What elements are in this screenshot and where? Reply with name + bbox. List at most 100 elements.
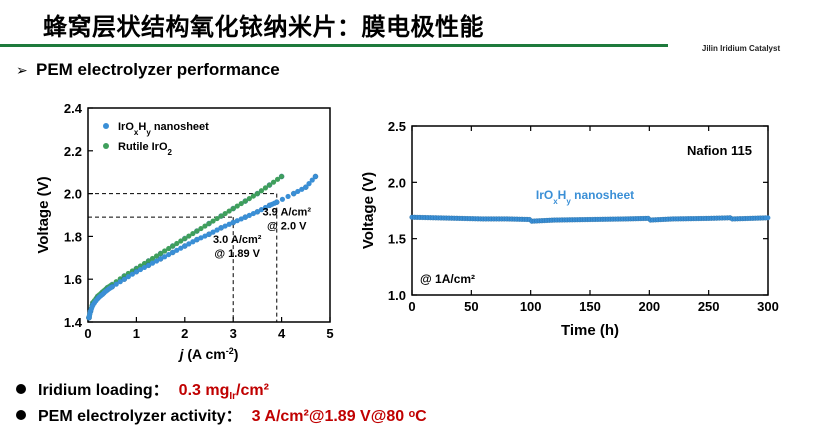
chart1-point — [137, 266, 144, 273]
chart1-point — [271, 200, 277, 206]
chart1-point — [190, 239, 196, 245]
chart1-point — [234, 218, 240, 224]
chart1-point — [129, 271, 135, 277]
chart1-ytick-label: 2.2 — [64, 144, 82, 159]
bullet-pem-activity: PEM electrolyzer activity： 3 A/cm²@1.89 V… — [16, 402, 427, 426]
chart1-ytick-label: 1.8 — [64, 229, 82, 244]
chart2-xtick-label: 200 — [638, 299, 660, 314]
chart1-point — [202, 223, 208, 229]
chart1-point — [162, 254, 168, 260]
chart2-series-label: IrOxHy nanosheet — [536, 188, 634, 206]
chart1-ytick-label: 2.4 — [64, 101, 83, 116]
chart1-point — [153, 258, 160, 264]
chart2-xtick-label: 150 — [579, 299, 601, 314]
chart1-point — [153, 253, 160, 259]
chart1-point — [169, 243, 176, 249]
chart1-point — [266, 182, 273, 188]
chart1-point — [202, 233, 208, 239]
chart1-point — [157, 250, 164, 257]
chart1-annotation: @ 2.0 V — [267, 221, 307, 233]
chart1-point — [234, 203, 240, 209]
section-heading: ➢ PEM electrolyzer performance — [16, 60, 280, 80]
chart1-point — [242, 198, 249, 204]
chart1-point — [279, 196, 286, 202]
page-title: 蜂窝层状结构氧化铱纳米片：膜电极性能 — [43, 13, 484, 41]
chart2-annotation-current: @ 1A/cm² — [420, 272, 475, 286]
chart1-xtick-label: 1 — [133, 326, 140, 341]
chart1-point — [210, 218, 216, 224]
brand-label: Jilin Iridium Catalyst — [668, 43, 814, 56]
chart2-annotation-nafion: Nafion 115 — [687, 143, 752, 158]
chart1-ytick-label: 1.6 — [64, 272, 82, 287]
chart2-ytick-label: 1.0 — [388, 288, 406, 303]
chart1-xtick-label: 2 — [181, 326, 188, 341]
chart2-xtick-label: 50 — [464, 299, 478, 314]
chart1-point — [295, 188, 301, 195]
bullet-dot-icon — [16, 384, 26, 394]
chart1-ytick-label: 2.0 — [64, 187, 82, 202]
chart1-point — [178, 245, 184, 251]
chart2-xtick-label: 100 — [520, 299, 542, 314]
bullet-value: 0.3 mgIr/cm² — [178, 382, 269, 403]
chart1-point — [113, 281, 119, 287]
chart1-point — [250, 210, 256, 217]
chart1-point — [93, 298, 99, 304]
section-heading-text: PEM electrolyzer performance — [36, 60, 280, 79]
chart1-point — [166, 245, 172, 252]
chart1-point — [206, 220, 212, 227]
chart1-point — [137, 263, 144, 269]
chart2-ytick-label: 2.5 — [388, 119, 406, 134]
chart1-point — [141, 264, 148, 271]
chart1-point — [107, 285, 114, 291]
chart1-xtick-label: 5 — [326, 326, 333, 341]
chart1-point — [258, 188, 265, 194]
chart1-point — [222, 223, 228, 229]
chart1-point — [182, 235, 188, 242]
chart1-point — [226, 221, 232, 227]
title-rule — [0, 44, 814, 47]
chart1-legend-marker — [103, 123, 109, 129]
chart1-point — [246, 212, 252, 218]
chart1-point — [285, 193, 291, 200]
chart1-point — [178, 238, 184, 244]
chart1-point — [278, 173, 285, 180]
chart1-annotation: 3.0 A/cm² — [213, 234, 262, 246]
chart1-point — [306, 181, 312, 187]
chart1-legend-marker — [103, 143, 109, 149]
chart1-point — [246, 195, 252, 202]
chart1-point — [214, 227, 220, 233]
chart1-point — [230, 205, 236, 212]
chart1-point — [222, 210, 228, 217]
chart1-frame — [87, 107, 331, 323]
chart2-xlabel: Time (h) — [561, 322, 619, 339]
chart1-xtick-label: 3 — [230, 326, 237, 341]
chart1-point — [238, 216, 244, 222]
chart1-point — [238, 200, 244, 207]
chart1-xtick-label: 4 — [278, 326, 286, 341]
chart1-point — [262, 185, 269, 191]
chart1-point — [218, 213, 224, 219]
chart1-legend-label: IrOxHy nanosheet — [118, 121, 209, 137]
chart2-ylabel: Voltage (V) — [360, 172, 377, 249]
chart1-point — [186, 233, 192, 239]
charts-canvas: 0 1 2 3 4 5 1.4 1.6 1.8 2.0 2.2 2.4 j (A cm-2) Voltag… — [35, 101, 779, 362]
chart1-annotation: 3.9 A/cm² — [263, 207, 312, 219]
chart1-point — [309, 177, 315, 183]
bullet-label: PEM electrolyzer activity： — [38, 408, 242, 425]
chart1-point — [125, 274, 131, 280]
chart1-point — [121, 276, 128, 282]
chart1-point — [312, 173, 319, 180]
chart1-point — [226, 208, 232, 214]
chart1-point — [274, 176, 281, 182]
chart1-point — [186, 241, 192, 247]
chart1-point — [194, 228, 200, 234]
chart1-point — [270, 179, 277, 185]
chart1-point — [198, 235, 204, 241]
chart1-ylabel: Voltage (V) — [35, 176, 52, 253]
chart1-point — [250, 193, 256, 199]
chart1-point — [214, 215, 220, 222]
chart1-point — [254, 190, 261, 197]
chart1-annotation: @ 1.89 V — [214, 248, 260, 260]
chart2-xtick-label: 250 — [698, 299, 720, 314]
chart2-ytick-label: 2.0 — [388, 175, 406, 190]
